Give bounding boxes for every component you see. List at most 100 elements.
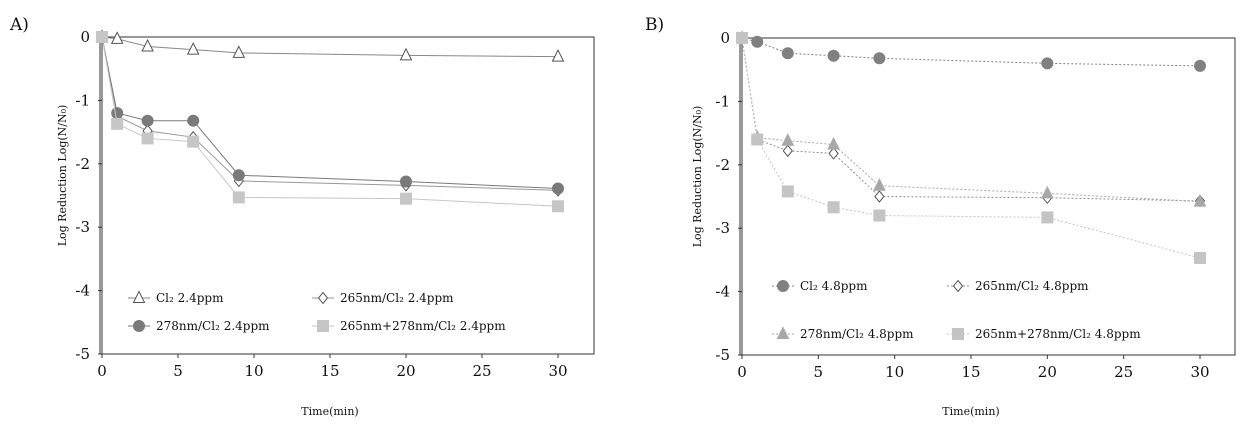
chart-a-series-1-point bbox=[186, 42, 200, 55]
chart-a-y-tick-label: -2 bbox=[75, 155, 90, 173]
chart-b-legend-swatch-marker bbox=[952, 279, 964, 293]
chart-b-series-4-point bbox=[736, 32, 748, 44]
chart-b-x-tick-label: 30 bbox=[1190, 363, 1209, 381]
chart-a-series-4-point bbox=[111, 117, 124, 130]
chart-b-series-1-point bbox=[827, 49, 840, 62]
chart-b-series-4-point bbox=[1194, 251, 1206, 264]
chart-b-series-4-point bbox=[1041, 211, 1054, 224]
chart-a-series-1-point bbox=[141, 38, 154, 52]
chart-a-series-4-point bbox=[141, 132, 154, 145]
chart-b-series-1-line bbox=[741, 37, 1201, 67]
chart-a-y-tick-label: -5 bbox=[75, 345, 90, 363]
chart-b-svg: B) 0 -1 -2 -3 -4 -5 0 5 10 15 20 25 30 Time(min) Log Re… bbox=[645, 15, 1236, 418]
chart-a-series-4-point bbox=[232, 191, 245, 204]
chart-a-y-tick-label: 0 bbox=[80, 28, 90, 46]
chart-b-series-1-point bbox=[1194, 59, 1206, 72]
chart-a-series-2-line bbox=[101, 36, 559, 191]
chart-b-series-4-point bbox=[781, 185, 794, 198]
chart-b-legend-entry-3: 278nm/Cl₂ 4.8ppm bbox=[772, 326, 914, 341]
chart-b-legend-swatch-marker bbox=[776, 326, 790, 339]
chart-a-series-3-point bbox=[232, 169, 245, 182]
chart-a-panel-label: A) bbox=[9, 15, 29, 35]
chart-a-x-tick-label: 10 bbox=[244, 362, 263, 380]
chart-b-x-tick-label: 10 bbox=[885, 363, 904, 381]
chart-b-series-1-point bbox=[873, 52, 886, 65]
chart-b-series-3-point bbox=[873, 178, 886, 191]
chart-panel-b: B) 0 -1 -2 -3 -4 -5 0 5 10 15 20 25 30 Time(min) Log Re… bbox=[625, 0, 1250, 432]
chart-a-y-tick-label: -1 bbox=[75, 91, 90, 109]
chart-a-legend-swatch-marker bbox=[133, 320, 145, 332]
chart-a-y-tick-label: -4 bbox=[75, 282, 90, 300]
chart-b-series-3-point bbox=[827, 136, 840, 150]
chart-a-legend-swatch-marker bbox=[317, 320, 329, 332]
chart-a-legend-label: 265nm+278nm/Cl₂ 2.4ppm bbox=[340, 319, 506, 333]
chart-a-series-3-point bbox=[187, 114, 200, 127]
chart-a-x-axis-label: Time(min) bbox=[301, 405, 358, 418]
chart-b-y-tick-label: -5 bbox=[715, 346, 730, 364]
chart-a-series-3-point bbox=[141, 114, 154, 127]
chart-a-legend-swatch-marker bbox=[132, 290, 146, 303]
chart-a-x-tick-label: 5 bbox=[173, 362, 183, 380]
chart-b-plot-frame bbox=[739, 37, 1236, 356]
chart-b-series-4 bbox=[736, 32, 1206, 264]
chart-a-y-axis-label: Log Reduction Log(N/N₀) bbox=[56, 105, 69, 247]
chart-b-x-tick-label: 20 bbox=[1038, 363, 1057, 381]
chart-a-series-1 bbox=[95, 29, 565, 62]
chart-b-x-tick-label: 15 bbox=[961, 363, 980, 381]
chart-a-legend-entry-4: 265nm+278nm/Cl₂ 2.4ppm bbox=[312, 319, 506, 333]
chart-b-panel-label: B) bbox=[645, 15, 664, 35]
chart-b-series-2-point bbox=[782, 144, 793, 158]
chart-b-legend-label: Cl₂ 4.8ppm bbox=[800, 279, 868, 293]
chart-a-svg: A) 0 -1 -2 -3 -4 -5 0 5 10 15 20 25 30 Time(min) Log Re… bbox=[9, 15, 595, 418]
chart-b-series-3-point bbox=[1193, 193, 1207, 207]
chart-a-series-3-point bbox=[111, 107, 124, 120]
chart-a-x-tick-label: 30 bbox=[548, 362, 567, 380]
chart-b-series-4-line bbox=[741, 37, 1201, 259]
chart-a-legend-label: 278nm/Cl₂ 2.4ppm bbox=[156, 319, 270, 333]
chart-a-y-tick-label: -3 bbox=[75, 218, 90, 236]
chart-a-x-tick-label: 20 bbox=[396, 362, 415, 380]
chart-b-legend-swatch-marker bbox=[952, 328, 964, 340]
chart-b-x-tick-label: 25 bbox=[1114, 363, 1133, 381]
chart-b-x-tick-label: 5 bbox=[814, 363, 824, 381]
chart-a-legend-entry-3: 278nm/Cl₂ 2.4ppm bbox=[128, 319, 270, 333]
chart-a-legend-entry-1: Cl₂ 2.4ppm bbox=[128, 290, 224, 305]
chart-b-series-2-line bbox=[741, 37, 1201, 202]
chart-b-legend-label: 278nm/Cl₂ 4.8ppm bbox=[800, 327, 914, 341]
chart-a-series-1-point bbox=[232, 45, 246, 58]
chart-b-series-1-point bbox=[1041, 57, 1054, 70]
chart-a-series-4-point bbox=[552, 200, 564, 213]
chart-a-series-4-point bbox=[96, 31, 108, 43]
chart-a-legend-entry-2: 265nm/Cl₂ 2.4ppm bbox=[312, 291, 454, 305]
chart-a-series-3-line bbox=[101, 36, 559, 190]
chart-b-y-tick-label: -1 bbox=[715, 92, 730, 110]
chart-b-y-tick-label: -3 bbox=[715, 219, 730, 237]
chart-b-y-axis-label: Log Reduction Log(N/N₀) bbox=[691, 106, 704, 248]
chart-a-series-4 bbox=[96, 31, 564, 213]
chart-b-series-2-point bbox=[874, 190, 885, 203]
chart-b-series-4-point bbox=[827, 201, 840, 214]
chart-b-x-tick-label: 0 bbox=[737, 363, 747, 381]
chart-b-series-3-point bbox=[1041, 185, 1054, 199]
chart-a-legend-label: 265nm/Cl₂ 2.4ppm bbox=[340, 291, 454, 305]
chart-b-series-3-line bbox=[741, 37, 1201, 203]
chart-b-legend-label: 265nm/Cl₂ 4.8ppm bbox=[975, 279, 1089, 293]
chart-a-legend-swatch-marker bbox=[317, 291, 329, 305]
chart-a-x-tick-label: 0 bbox=[97, 362, 107, 380]
chart-a-x-tick-label: 25 bbox=[472, 362, 491, 380]
chart-b-series-2-point bbox=[828, 147, 839, 160]
chart-a-series-4-line bbox=[101, 36, 559, 207]
chart-b-series-2 bbox=[736, 31, 1206, 208]
chart-b-series-3 bbox=[735, 30, 1207, 207]
chart-a-series-1-point bbox=[399, 47, 413, 61]
chart-b-legend-entry-1: Cl₂ 4.8ppm bbox=[772, 279, 868, 293]
chart-a-series-1-line bbox=[101, 36, 559, 58]
chart-b-legend-entry-2: 265nm/Cl₂ 4.8ppm bbox=[947, 279, 1089, 293]
chart-b-series-3-point bbox=[781, 133, 795, 146]
chart-a-legend-label: Cl₂ 2.4ppm bbox=[156, 291, 224, 305]
chart-b-legend-entry-4: 265nm+278nm/Cl₂ 4.8ppm bbox=[947, 327, 1141, 341]
chart-a-x-tick-label: 15 bbox=[320, 362, 339, 380]
chart-a-series-3-point bbox=[552, 182, 564, 195]
chart-b-legend-swatch-marker bbox=[777, 280, 789, 292]
chart-a-series-4-point bbox=[400, 192, 412, 205]
